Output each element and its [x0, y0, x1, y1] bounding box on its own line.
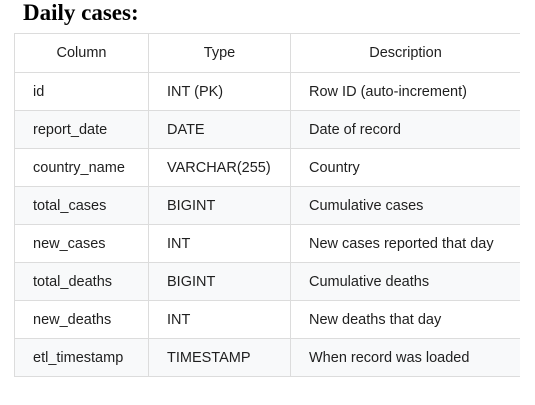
cell-type: TIMESTAMP: [148, 338, 291, 377]
table-row: total_deaths BIGINT Cumulative deaths: [14, 262, 520, 301]
cell-type: VARCHAR(255): [148, 148, 291, 187]
cell-type: INT (PK): [148, 72, 291, 111]
cell-column-name: etl_timestamp: [14, 338, 149, 377]
schema-table-container: Column Type Description id INT (PK) Row …: [14, 33, 520, 377]
column-header-column: Column: [14, 33, 149, 73]
section-heading: Daily cases:: [23, 0, 139, 25]
cell-description: Date of record: [290, 110, 520, 149]
table-row: report_date DATE Date of record: [14, 110, 520, 149]
cell-description: Cumulative deaths: [290, 262, 520, 301]
table-row: etl_timestamp TIMESTAMP When record was …: [14, 338, 520, 377]
cell-type: BIGINT: [148, 186, 291, 225]
cell-column-name: new_cases: [14, 224, 149, 263]
column-header-description: Description: [290, 33, 520, 73]
cell-type: INT: [148, 224, 291, 263]
cell-description: New cases reported that day: [290, 224, 520, 263]
cell-column-name: id: [14, 72, 149, 111]
table-header-row: Column Type Description: [14, 33, 520, 73]
table-row: new_cases INT New cases reported that da…: [14, 224, 520, 263]
schema-table: Column Type Description id INT (PK) Row …: [14, 33, 520, 377]
cell-description: Country: [290, 148, 520, 187]
table-row: total_cases BIGINT Cumulative cases: [14, 186, 520, 225]
column-header-type: Type: [148, 33, 291, 73]
cell-column-name: report_date: [14, 110, 149, 149]
cell-description: Cumulative cases: [290, 186, 520, 225]
cell-column-name: new_deaths: [14, 300, 149, 339]
table-row: country_name VARCHAR(255) Country: [14, 148, 520, 187]
cell-column-name: country_name: [14, 148, 149, 187]
cell-column-name: total_cases: [14, 186, 149, 225]
cell-description: Row ID (auto-increment): [290, 72, 520, 111]
cell-type: INT: [148, 300, 291, 339]
table-row: id INT (PK) Row ID (auto-increment): [14, 72, 520, 111]
cell-type: BIGINT: [148, 262, 291, 301]
cell-description: When record was loaded: [290, 338, 520, 377]
cell-type: DATE: [148, 110, 291, 149]
table-row: new_deaths INT New deaths that day: [14, 300, 520, 339]
cell-description: New deaths that day: [290, 300, 520, 339]
cell-column-name: total_deaths: [14, 262, 149, 301]
